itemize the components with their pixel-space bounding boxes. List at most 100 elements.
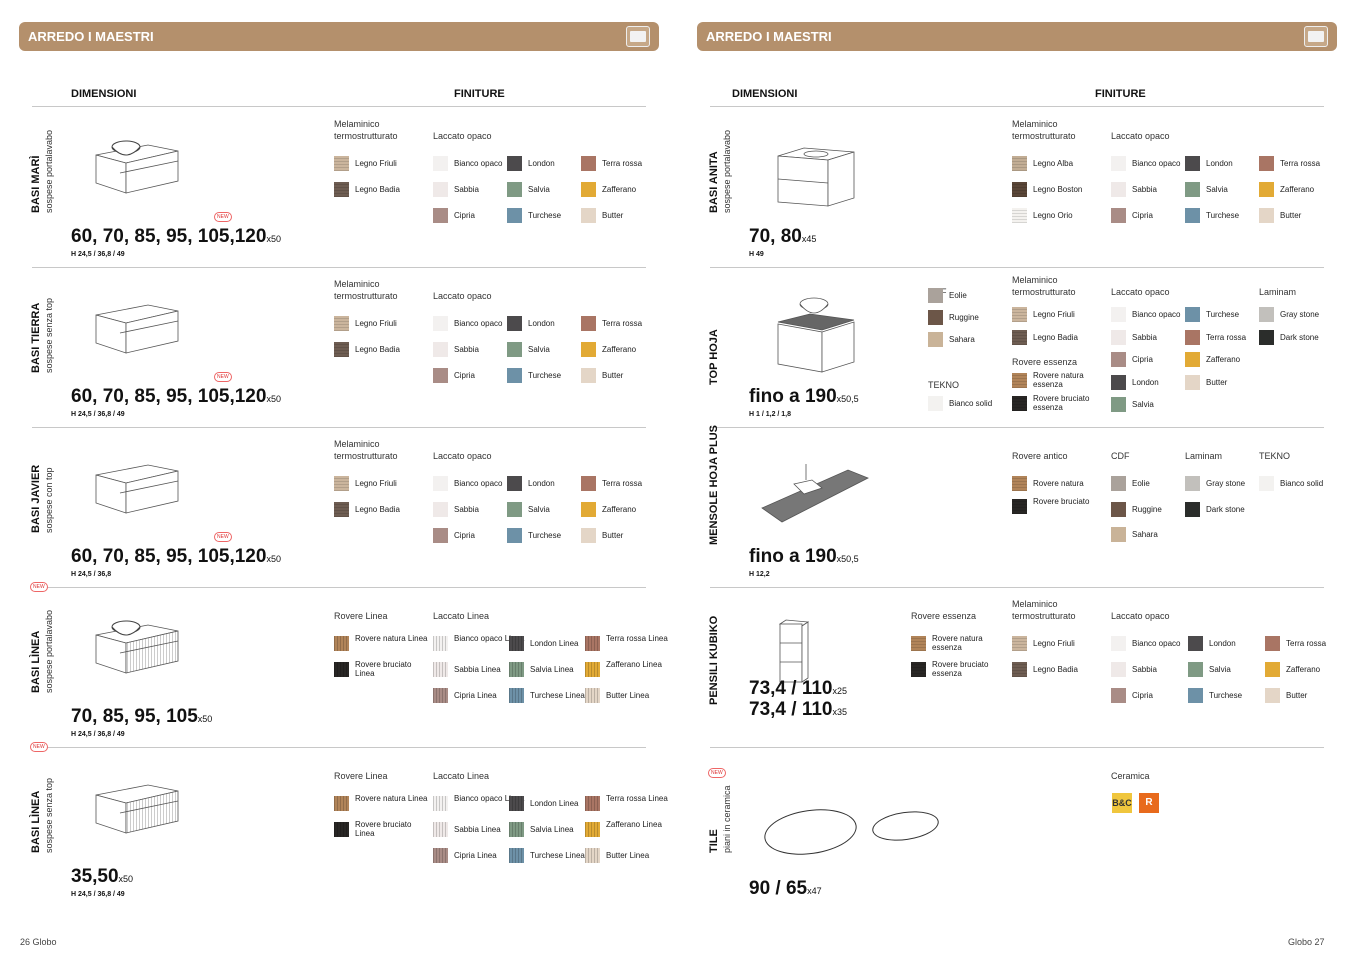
swatch-label: Sabbia [454,185,479,194]
swatch-label: Turchese [528,211,562,220]
swatch-label: Rovere natura Linea [355,794,428,803]
color-chip [585,822,600,837]
color-chip [581,182,596,197]
depth-value: x50 [266,234,281,244]
finish-group-title: Melaminico termostrutturato [334,279,398,301]
dimension-values: 70, 80 [749,226,802,247]
color-chip [581,476,596,491]
dimensions: 70, 85, 95, 105x50 [71,706,212,728]
col-dimensioni: DIMENSIONI [732,88,798,100]
product-section: BASI JAVIER sospese con top 60, 70, 85, 95… [0,428,678,588]
color-chip [1012,307,1027,322]
section-subtitle: sospese portalavabo [44,129,54,213]
finish-group-title: Rovere essenza [1012,357,1078,367]
swatch-label: Sabbia Linea [454,665,501,674]
section-title: PENSILI KUBIKO [708,615,720,705]
color-chip [1185,307,1200,322]
swatch-label: Dark stone [1280,333,1319,342]
color-chip [585,848,600,863]
swatch-label: Cipria Linea [454,691,497,700]
finish-group-title: Melaminico termostrutturato [334,119,398,141]
color-chip [433,796,448,811]
depth-value: x25 [832,686,847,696]
swatch-label: Legno Friuli [1033,639,1075,648]
dimension-values: 60, 70, 85, 95, 105,120 [71,226,267,247]
color-chip [1012,373,1027,388]
swatch-label: Salvia Linea [530,665,574,674]
color-chip [1012,636,1027,651]
finish-group-title: Laccato opaco [433,451,492,461]
swatch-label: Terra rossa [1286,639,1327,648]
color-chip [1111,208,1126,223]
swatch-label: Butter [1286,691,1308,700]
new-badge: NEW [214,532,232,542]
color-chip [1259,182,1274,197]
color-chip [334,316,349,331]
color-chip [1111,476,1126,491]
depth-value: x35 [832,707,847,717]
section-subtitle: sospese portalavabo [44,609,54,693]
color-chip [581,208,596,223]
swatch-label: Terra rossa [1280,159,1321,168]
page-banner: ARREDO I MAESTRI [19,22,659,51]
color-chip [433,182,448,197]
dimensions: 70, 80x45 [749,226,816,248]
swatch-label: Butter [1280,211,1302,220]
swatch-label: Turchese [1206,310,1240,319]
section-title: BASI LÌNEA [30,790,42,853]
swatch-label: Bianco solid [1280,479,1324,488]
swatch-label: Sabbia [1132,665,1157,674]
finish-group-title: Laccato opaco [1111,287,1170,297]
color-chip [1111,307,1126,322]
section-subtitle: sospese con top [44,467,54,533]
color-chip [433,822,448,837]
color-chip [928,332,943,347]
dimensions: fino a 190x50,5 [749,546,859,568]
height-values: H 24,5 / 36,8 / 49 [71,411,125,418]
swatch-label: Bianco opaco [454,319,503,328]
depth-value: x50 [197,714,213,724]
swatch-label: London [1132,377,1159,387]
product-drawing [95,304,179,354]
page-footer: 26 Globo [20,937,57,947]
finish-group-title: Laminam [1259,287,1297,297]
swatch-label: Turchese [528,531,562,540]
swatch-label: Turchese [528,371,562,380]
product-drawing [95,620,179,674]
dimension-values: 70, 85, 95, 105 [71,706,198,727]
swatch-label: Bianco opaco Linea [454,794,525,803]
color-chip [433,636,448,651]
swatch-label: Legno Badia [1033,333,1078,342]
finish-group-title: CDF [1111,451,1130,461]
color-chip [1185,182,1200,197]
swatch-label: Rovere bruciato [1033,497,1090,506]
finish-group-title: TEKNO [1259,451,1291,461]
color-chip [1188,636,1203,651]
swatch-label: Sabbia [1132,185,1157,194]
color-chip [334,822,349,837]
depth-value: x50,5 [836,554,859,564]
swatch-label: Ruggine [949,313,979,322]
swatch-label: Bianco opaco Linea [454,634,525,643]
finish-group-title: Melaminico termostrutturato [1012,275,1076,297]
color-chip [585,796,600,811]
dimensions: 90 / 65x47 [749,878,822,900]
finish-group-title: Ceramica [1111,771,1150,781]
color-chip [334,342,349,357]
finish-group-title: Rovere antico [1012,451,1068,461]
swatch-label: London [1209,639,1236,648]
depth-value: x50 [118,874,134,884]
swatch-label: Salvia Linea [530,825,574,834]
sink-icon [626,26,650,47]
depth-value: x50,5 [836,394,859,404]
color-chip [1185,208,1200,223]
depth-value: x50 [266,394,281,404]
color-chip [334,636,349,651]
dimensions: 60, 70, 85, 95, 105,120x50 [71,386,281,408]
finish-group-title: Laccato Linea [433,611,490,621]
swatch-label: Cipria [1132,691,1153,700]
banner-title: ARREDO I MAESTRI [706,29,832,44]
color-chip [1012,208,1027,223]
color-chip [507,208,522,223]
color-chip [928,288,943,303]
